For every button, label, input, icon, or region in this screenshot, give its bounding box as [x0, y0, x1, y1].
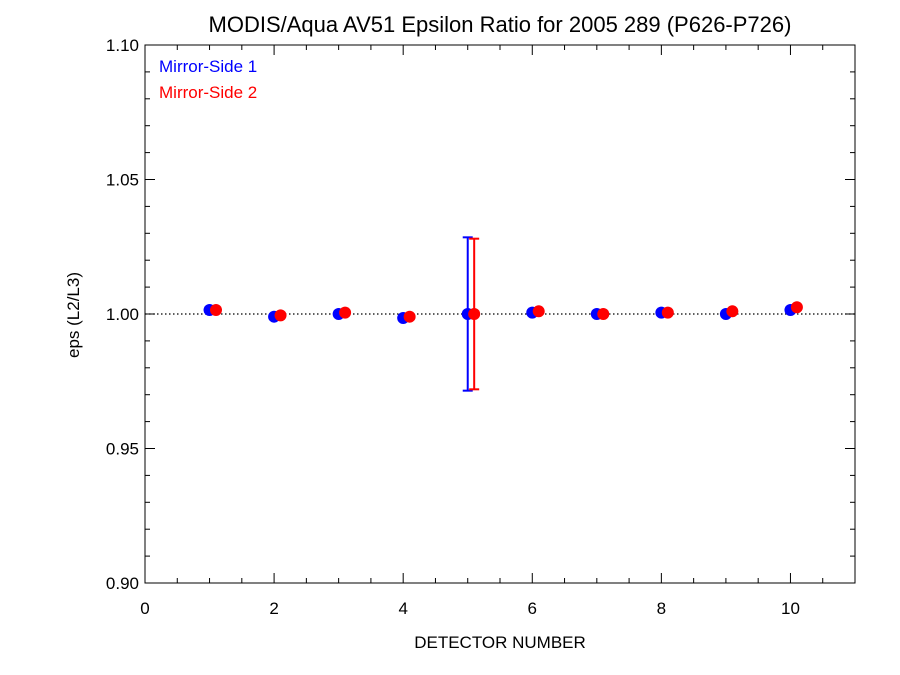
series-2-point: [339, 306, 352, 319]
series-2-point: [274, 309, 287, 322]
y-axis-label: eps (L2/L3): [64, 272, 83, 358]
chart-title: MODIS/Aqua AV51 Epsilon Ratio for 2005 2…: [209, 12, 792, 37]
x-tick-label: 2: [269, 599, 278, 618]
x-tick-label: 10: [781, 599, 800, 618]
series-2-point: [661, 306, 674, 319]
x-tick-label: 4: [398, 599, 407, 618]
legend: Mirror-Side 1 Mirror-Side 2: [159, 57, 257, 102]
x-tick-label: 8: [657, 599, 666, 618]
series-2-point: [790, 301, 803, 314]
series-2-point: [597, 308, 610, 320]
series-2-point: [210, 303, 222, 316]
y-tick-label: 0.90: [106, 574, 139, 593]
plot-axes: 0 2 4 6 8 10 0.90 0.95 1.00 1.05 1.10: [106, 36, 856, 618]
y-tick-label: 1.05: [106, 171, 139, 190]
legend-entry-2: Mirror-Side 2: [159, 83, 257, 102]
y-tick-label: 1.00: [106, 305, 139, 324]
legend-entry-1: Mirror-Side 1: [159, 57, 257, 76]
data-marks: [203, 236, 803, 392]
series-2-point: [403, 310, 416, 323]
plot-frame: [144, 44, 856, 584]
series-2-point: [532, 305, 545, 318]
x-tick-label: 0: [140, 599, 149, 618]
series-2-point: [468, 308, 481, 320]
y-tick-label: 1.10: [106, 36, 139, 55]
series-2-point: [726, 305, 739, 318]
y-tick-label: 0.95: [106, 440, 139, 459]
x-axis-label: DETECTOR NUMBER: [414, 633, 586, 652]
x-tick-label: 6: [528, 599, 537, 618]
